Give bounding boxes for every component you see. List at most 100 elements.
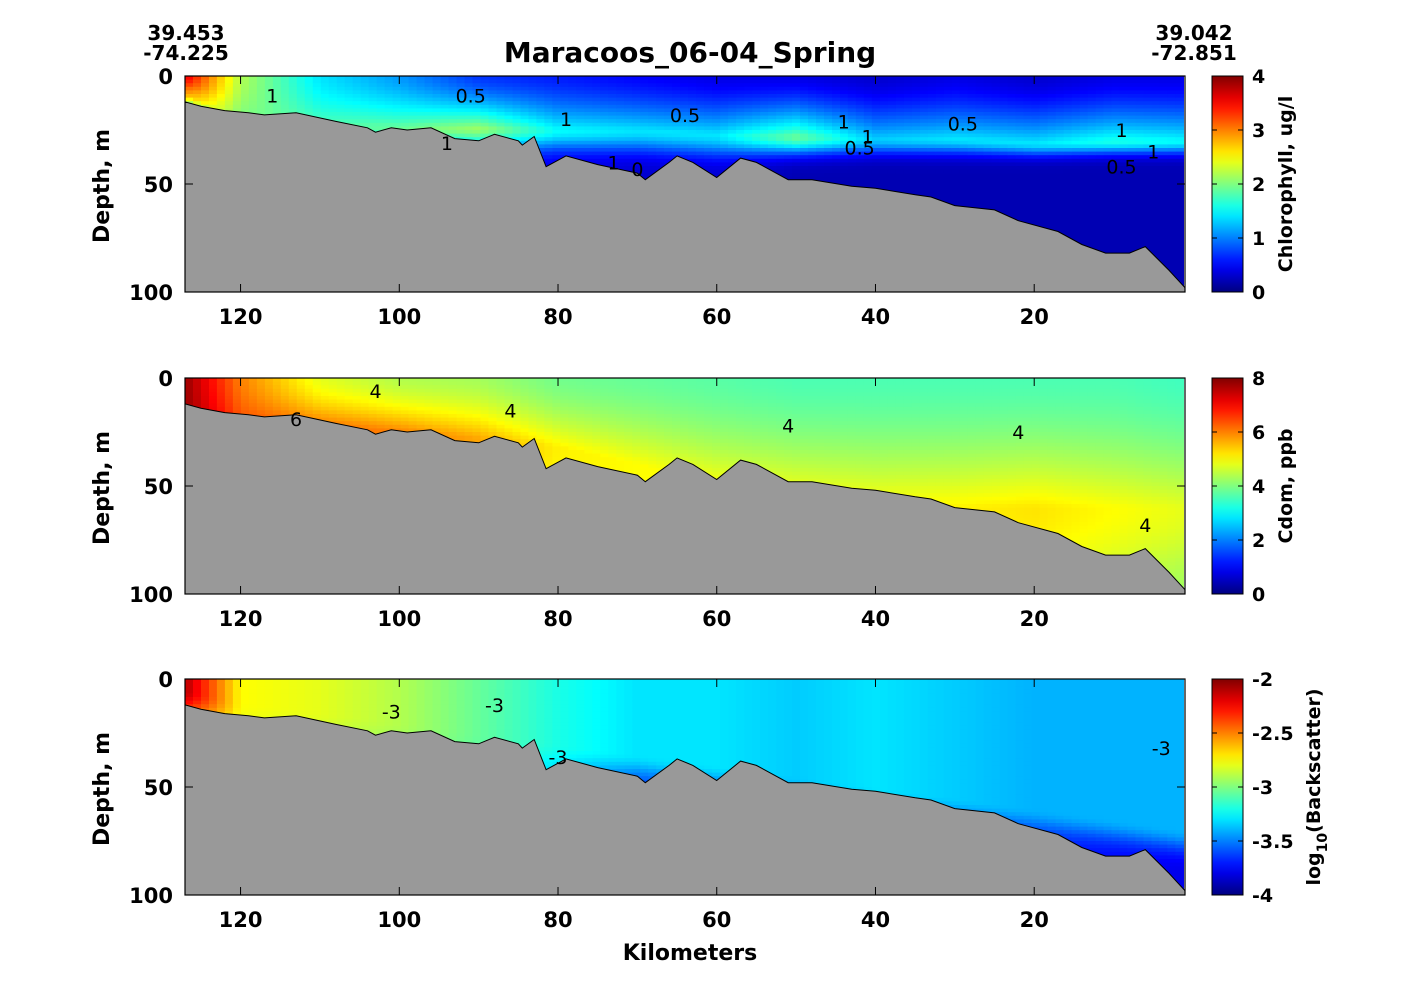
heatmap-cell <box>592 158 601 163</box>
heatmap-cell <box>632 151 641 156</box>
heatmap-cell <box>760 86 769 91</box>
heatmap-cell <box>664 137 673 142</box>
heatmap-cell <box>496 83 506 88</box>
heatmap-cell <box>584 76 593 81</box>
heatmap-cell <box>256 83 266 88</box>
heatmap-cell <box>520 122 530 127</box>
heatmap-cell <box>256 79 266 84</box>
heatmap-cell <box>256 101 266 106</box>
heatmap-cell <box>640 108 649 113</box>
heatmap-cell <box>592 112 601 117</box>
heatmap-cell <box>536 130 545 135</box>
heatmap-cell <box>680 155 689 160</box>
heatmap-cell <box>480 115 490 120</box>
heatmap-cell <box>816 144 825 149</box>
heatmap-cell <box>576 83 585 88</box>
heatmap-cell <box>384 112 394 117</box>
heatmap-cell <box>784 137 793 142</box>
end-longitude: -72.851 <box>1151 41 1236 65</box>
heatmap-cell <box>800 166 809 171</box>
heatmap-cell <box>712 162 721 167</box>
heatmap-cell <box>440 126 450 131</box>
heatmap-cell <box>728 151 737 156</box>
heatmap-cell <box>209 83 218 88</box>
heatmap-cell <box>544 148 553 153</box>
heatmap-cell <box>616 148 625 153</box>
heatmap-cell <box>800 76 809 81</box>
heatmap-cell <box>592 130 601 135</box>
heatmap-cell <box>656 122 665 127</box>
heatmap-cell <box>800 101 809 106</box>
heatmap-cell <box>240 101 250 106</box>
heatmap-cell <box>568 122 577 127</box>
heatmap-cell <box>728 122 737 127</box>
heatmap-cell <box>640 104 649 109</box>
heatmap-cell <box>440 76 450 81</box>
heatmap-cell <box>640 158 649 163</box>
heatmap-cell <box>584 155 593 160</box>
heatmap-cell <box>632 137 641 142</box>
heatmap-cell <box>696 162 705 167</box>
heatmap-cell <box>736 130 745 135</box>
heatmap-cell <box>824 115 833 120</box>
heatmap-cell <box>472 104 482 109</box>
heatmap-cell <box>656 90 665 95</box>
heatmap-cell <box>384 119 394 124</box>
heatmap-cell <box>680 97 689 102</box>
heatmap-cell <box>464 83 474 88</box>
heatmap-cell <box>280 83 290 88</box>
heatmap-cell <box>352 83 362 88</box>
heatmap-cell <box>488 104 498 109</box>
heatmap-cell <box>800 173 809 178</box>
heatmap-cell <box>712 126 721 131</box>
heatmap-cell <box>752 158 761 163</box>
heatmap-cell <box>440 86 450 91</box>
heatmap-cell <box>232 76 242 81</box>
heatmap-cell <box>840 122 849 127</box>
heatmap-cell <box>432 112 442 117</box>
heatmap-cell <box>496 126 506 131</box>
heatmap-cell <box>648 97 657 102</box>
heatmap-cell <box>768 158 777 163</box>
heatmap-cell <box>768 112 777 117</box>
heatmap-cell <box>576 79 585 84</box>
heatmap-cell <box>616 76 625 81</box>
heatmap-cell <box>840 90 849 95</box>
heatmap-cell <box>185 86 194 91</box>
heatmap-cell <box>792 90 801 95</box>
heatmap-cell <box>720 137 729 142</box>
heatmap-cell <box>648 79 657 84</box>
heatmap-cell <box>488 94 498 99</box>
heatmap-cell <box>600 83 609 88</box>
heatmap-cell <box>688 90 697 95</box>
heatmap-cell <box>352 115 362 120</box>
heatmap-cell <box>272 86 282 91</box>
heatmap-cell <box>568 86 577 91</box>
heatmap-cell <box>784 169 793 174</box>
heatmap-cell <box>840 133 849 138</box>
heatmap-cell <box>456 101 466 106</box>
heatmap-cell <box>696 108 705 113</box>
heatmap-cell <box>600 115 609 120</box>
heatmap-cell <box>496 86 506 91</box>
heatmap-cell <box>632 90 641 95</box>
heatmap-cell <box>264 97 274 102</box>
heatmap-cell <box>784 101 793 106</box>
heatmap-cell <box>536 122 545 127</box>
heatmap-cell <box>784 94 793 99</box>
heatmap-cell <box>776 104 785 109</box>
heatmap-cell <box>752 155 761 160</box>
heatmap-cell <box>408 79 418 84</box>
heatmap-cell <box>768 119 777 124</box>
heatmap-cell <box>336 97 346 102</box>
heatmap-cell <box>672 86 681 91</box>
heatmap-cell <box>656 76 665 81</box>
heatmap-cell <box>688 86 697 91</box>
heatmap-cell <box>696 90 705 95</box>
heatmap-cell <box>752 119 761 124</box>
heatmap-cell <box>816 76 825 81</box>
heatmap-cell <box>776 115 785 120</box>
heatmap-cell <box>847 104 857 109</box>
heatmap-cell <box>512 108 522 113</box>
heatmap-cell <box>528 119 538 124</box>
